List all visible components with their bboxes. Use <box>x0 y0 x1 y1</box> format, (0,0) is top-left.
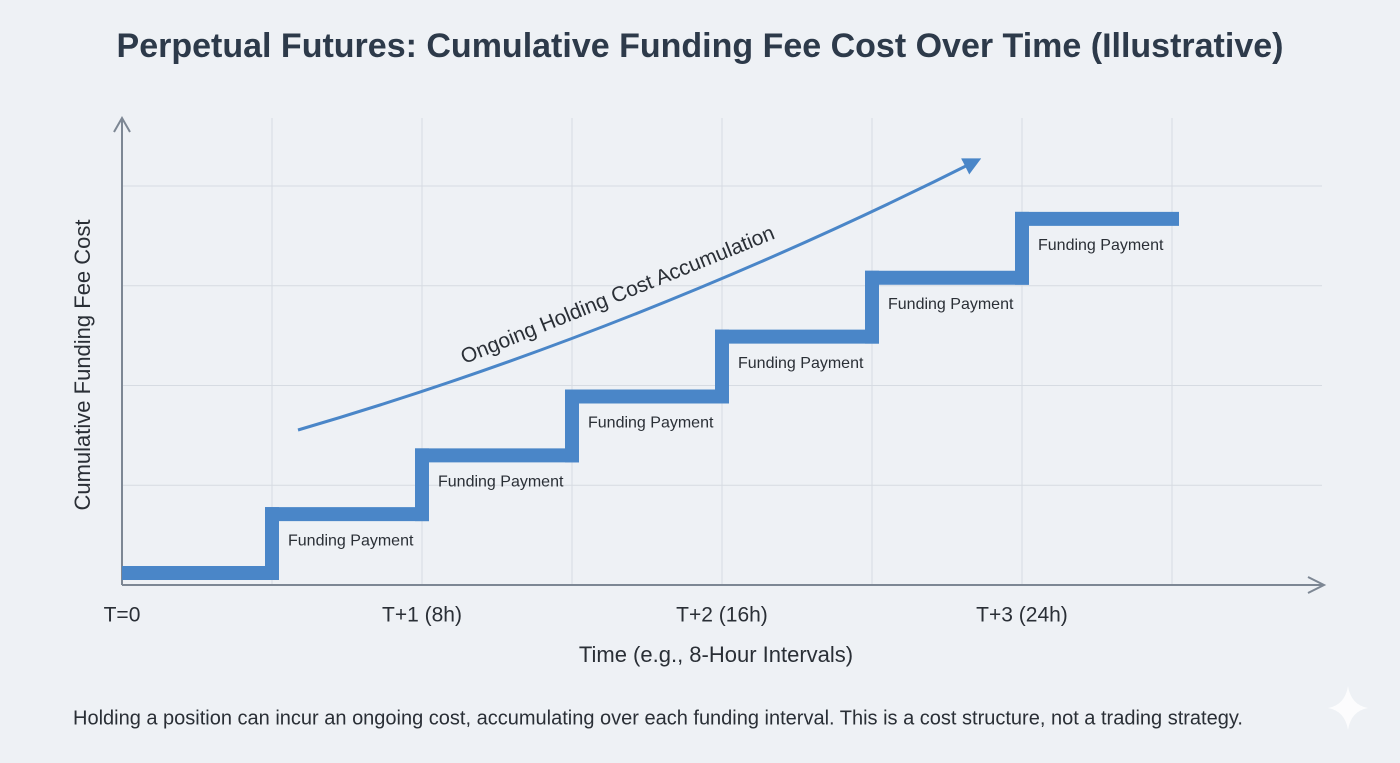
trend-arrow <box>297 158 982 432</box>
x-axis-label: Time (e.g., 8-Hour Intervals) <box>579 642 853 667</box>
step-label: Funding Payment <box>288 532 414 549</box>
chart-title: Perpetual Futures: Cumulative Funding Fe… <box>117 27 1284 65</box>
footnote: Holding a position can incur an ongoing … <box>73 707 1243 729</box>
step-label: Funding Payment <box>888 296 1014 313</box>
x-tick-label: T+1 (8h) <box>382 604 462 627</box>
x-tick-label: T=0 <box>104 604 141 627</box>
step-label: Funding Payment <box>1038 237 1164 254</box>
step-label: Funding Payment <box>438 474 564 491</box>
step-label: Funding Payment <box>588 415 714 432</box>
x-axis <box>122 576 1327 594</box>
x-tick-label: T+3 (24h) <box>976 604 1068 627</box>
x-tick-label: T+2 (16h) <box>676 604 768 627</box>
sparkle-icon <box>1328 686 1368 730</box>
step-label: Funding Payment <box>738 355 864 372</box>
grid: T=0 T+1 (8h) T+2 (16h) T+3 (24h) <box>104 118 1322 627</box>
y-axis-label: Cumulative Funding Fee Cost <box>70 219 95 510</box>
y-axis <box>113 115 131 585</box>
plot: Funding Payment Funding Payment Funding Pa… <box>122 211 1179 581</box>
